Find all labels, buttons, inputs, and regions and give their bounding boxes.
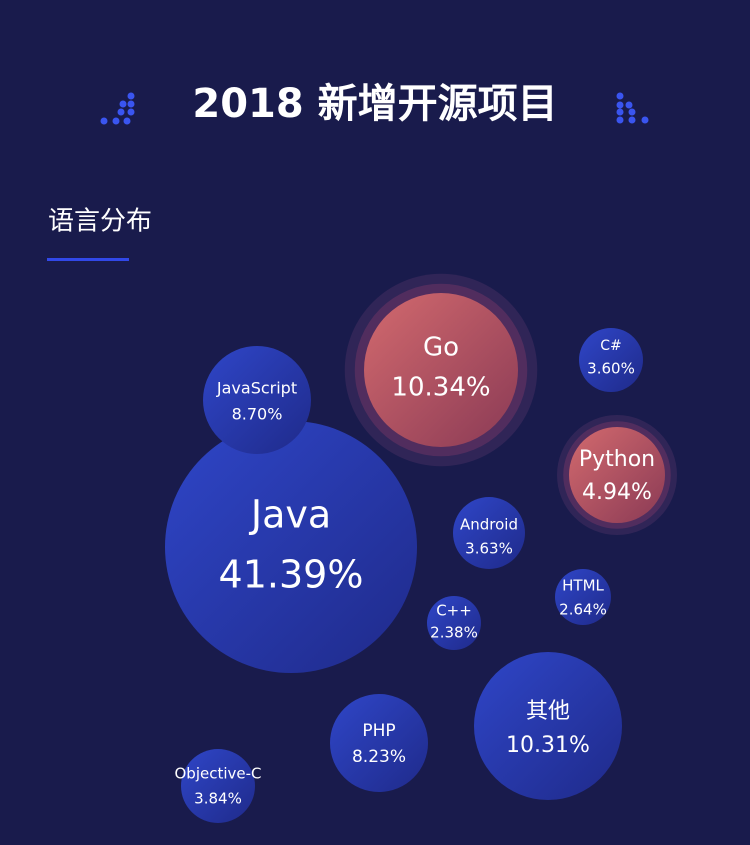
title: 2018 新增开源项目 <box>192 81 557 127</box>
bubble-value: 10.31% <box>506 733 590 758</box>
bubble-value: 8.70% <box>232 405 283 424</box>
bubble-value: 3.63% <box>465 540 513 558</box>
bubble-name: Python <box>579 447 655 472</box>
bubble-value: 8.23% <box>352 747 406 767</box>
bubble <box>579 328 643 392</box>
bubble-name: PHP <box>362 721 395 741</box>
bubble <box>330 694 428 792</box>
bubble <box>569 427 665 523</box>
bubble-value: 3.84% <box>194 790 242 808</box>
bubble <box>427 596 481 650</box>
bubble-value: 3.60% <box>587 360 635 378</box>
bubble-name: Android <box>460 516 518 534</box>
bubble-name: C++ <box>436 602 472 620</box>
bubble <box>453 497 525 569</box>
bubble-name: Objective-C <box>174 765 261 783</box>
bubble-value: 2.64% <box>559 601 607 619</box>
bubble-value: 10.34% <box>391 373 490 403</box>
subtitle-underline <box>47 258 129 261</box>
bubble <box>555 569 611 625</box>
bubble-value: 4.94% <box>582 480 652 505</box>
bubble <box>165 421 417 673</box>
bubble <box>364 293 518 447</box>
bubble-name: JavaScript <box>216 379 297 398</box>
bubble-name: 其他 <box>526 699 570 724</box>
bubble-name: C# <box>600 338 622 354</box>
subtitle: 语言分布 <box>48 207 152 237</box>
bubble-name: HTML <box>562 577 604 595</box>
bubble <box>181 749 255 823</box>
bubble-value: 2.38% <box>430 624 478 642</box>
title-dots-right <box>616 92 649 124</box>
title-dots-left <box>100 92 135 125</box>
bubble-name: Java <box>249 493 331 537</box>
bubble-name: Go <box>423 333 459 363</box>
bubble <box>474 652 622 800</box>
bubble <box>203 346 311 454</box>
bubble-value: 41.39% <box>219 553 364 597</box>
